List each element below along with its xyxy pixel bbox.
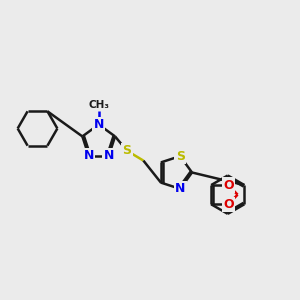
Text: N: N xyxy=(94,118,104,131)
Text: O: O xyxy=(223,198,234,211)
Text: O: O xyxy=(223,178,234,192)
Text: S: S xyxy=(176,150,184,163)
Text: S: S xyxy=(122,144,131,157)
Text: N: N xyxy=(83,149,94,162)
Text: N: N xyxy=(175,182,185,195)
Text: N: N xyxy=(103,149,114,162)
Text: CH₃: CH₃ xyxy=(88,100,109,110)
